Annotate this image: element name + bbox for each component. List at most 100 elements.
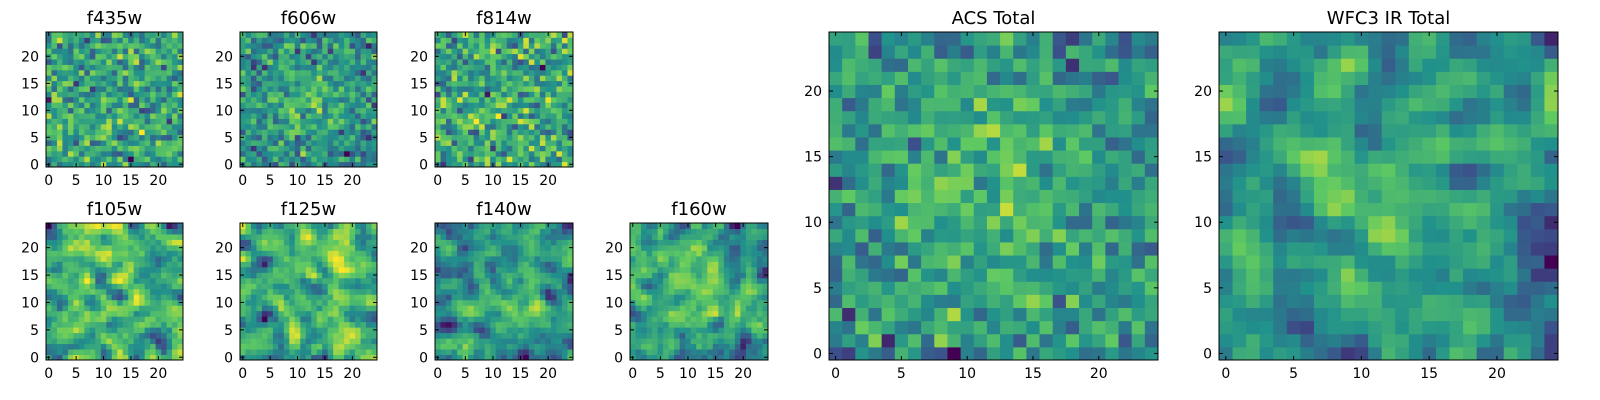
heatmap-cell — [289, 134, 296, 141]
heatmap-cell — [305, 233, 312, 240]
heatmap-cell — [316, 48, 323, 55]
heatmap-cell — [440, 349, 447, 356]
heatmap-cell — [84, 343, 91, 350]
heatmap-cell — [240, 37, 246, 44]
heatmap-cell — [1013, 215, 1027, 230]
heatmap-cell — [457, 321, 464, 328]
heatmap-cell — [468, 272, 475, 279]
heatmap-cell — [751, 294, 758, 301]
heatmap-cell — [440, 233, 447, 240]
heatmap-cell — [250, 96, 257, 103]
heatmap-cell — [894, 189, 909, 204]
heatmap-cell — [674, 343, 681, 350]
heatmap-cell — [696, 283, 703, 290]
heatmap-cell — [155, 261, 162, 268]
heatmap-cell — [333, 37, 340, 44]
heatmap-cell — [371, 343, 378, 350]
heatmap-cell — [495, 310, 502, 317]
heatmap-cell — [333, 59, 340, 65]
heatmap-cell — [78, 107, 85, 114]
heatmap-cell — [133, 354, 140, 361]
heatmap-cell — [278, 91, 285, 98]
heatmap-cell — [501, 107, 508, 114]
heatmap-cell — [100, 244, 107, 251]
heatmap-cell — [51, 288, 58, 295]
heatmap-cell — [46, 129, 52, 136]
heatmap-cell — [512, 42, 519, 49]
heatmap-cell — [139, 161, 146, 168]
heatmap-cell — [646, 244, 653, 251]
heatmap-cell — [349, 228, 356, 235]
heatmap-cell — [512, 239, 519, 246]
heatmap-cell — [56, 69, 63, 76]
heatmap-cell — [550, 113, 557, 119]
heatmap-cell — [550, 32, 557, 38]
heatmap-cell — [294, 255, 301, 262]
heatmap-cell — [316, 316, 323, 323]
heatmap-cell — [523, 37, 530, 44]
heatmap-cell — [1052, 189, 1067, 204]
heatmap-cell — [95, 42, 102, 49]
panel-title: ACS Total — [952, 8, 1036, 29]
heatmap-cell — [484, 102, 491, 109]
heatmap-cell — [729, 239, 736, 246]
heatmap-cell — [267, 277, 274, 284]
heatmap-cell — [1092, 294, 1106, 309]
heatmap-cell — [451, 140, 458, 146]
heatmap-cell — [657, 343, 664, 350]
heatmap-cell — [635, 321, 642, 328]
heatmap-cell — [1092, 320, 1106, 335]
heatmap-cell — [440, 310, 447, 317]
heatmap-cell — [718, 310, 725, 317]
heatmap-cell — [289, 123, 296, 130]
axes-frame — [239, 222, 378, 361]
heatmap-cell — [338, 338, 345, 345]
heatmap-cell — [278, 332, 285, 339]
heatmap-cell — [501, 59, 508, 65]
heatmap-cell — [95, 316, 102, 323]
heatmap-cell — [528, 233, 535, 240]
heatmap-cell — [84, 332, 91, 339]
heatmap-cell — [111, 37, 118, 44]
heatmap-cell — [567, 338, 574, 345]
heatmap-cell — [84, 48, 91, 55]
heatmap-cell — [451, 277, 458, 284]
heatmap-cell — [283, 343, 290, 350]
heatmap-cell — [62, 250, 69, 257]
heatmap-cell — [652, 266, 659, 273]
heatmap-cell — [484, 118, 491, 125]
heatmap-cell — [106, 277, 113, 284]
heatmap-cell — [300, 123, 307, 130]
heatmap-cell — [111, 156, 118, 163]
heatmap-cell — [545, 228, 552, 235]
heatmap-cell — [473, 327, 480, 334]
heatmap-cell — [517, 277, 524, 284]
heatmap-cell — [150, 96, 157, 103]
heatmap-cell — [283, 91, 290, 98]
heatmap-cell — [106, 86, 113, 92]
x-tick-label: 20 — [539, 366, 557, 382]
heatmap-cell — [842, 346, 856, 361]
heatmap-cell — [144, 134, 151, 141]
heatmap-cell — [67, 332, 74, 339]
heatmap-cell — [73, 266, 80, 273]
heatmap-cell — [545, 96, 552, 103]
heatmap-cell — [371, 129, 378, 136]
heatmap-cell — [46, 255, 52, 262]
heatmap-cell — [155, 91, 162, 98]
heatmap-cell — [479, 37, 486, 44]
heatmap-cell — [740, 321, 747, 328]
heatmap-cell — [446, 64, 453, 71]
heatmap-cell — [556, 327, 563, 334]
heatmap-cell — [550, 310, 557, 317]
heatmap-cell — [674, 349, 681, 356]
heatmap-cell — [561, 239, 568, 246]
heatmap-cell — [240, 150, 246, 157]
heatmap-cell — [316, 75, 323, 82]
heatmap-cell — [641, 305, 648, 312]
heatmap-cell — [150, 233, 157, 240]
heatmap-cell — [117, 156, 124, 163]
heatmap-cell — [250, 294, 257, 301]
heatmap-cell — [261, 266, 268, 273]
heatmap-cell — [435, 283, 442, 290]
